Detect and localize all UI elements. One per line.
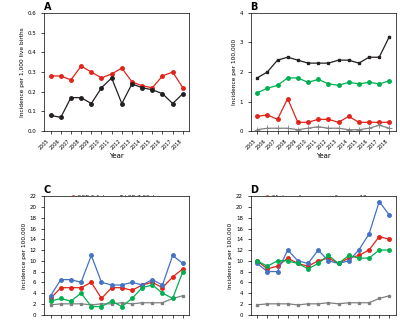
Text: C: C [44, 186, 51, 195]
Y-axis label: Incidence per 100,000: Incidence per 100,000 [232, 39, 237, 105]
Text: D: D [250, 186, 258, 195]
Text: B: B [250, 2, 258, 12]
Legend: EOD 0-6 days, LOD 7-90 days: EOD 0-6 days, LOD 7-90 days [70, 195, 164, 200]
Y-axis label: Incidence per 1,000 live births: Incidence per 1,000 live births [20, 27, 25, 117]
Y-axis label: Incidence per 100,000: Incidence per 100,000 [228, 222, 233, 289]
X-axis label: Year: Year [316, 152, 331, 159]
X-axis label: Year: Year [109, 152, 124, 159]
Legend: 91 days - 4 years, 20 years - 64 years, 5 years - 19 years, All age groups: 91 days - 4 years, 20 years - 64 years, … [264, 195, 383, 208]
Text: A: A [44, 2, 52, 12]
Y-axis label: Incidence per 100,000: Incidence per 100,000 [22, 222, 26, 289]
